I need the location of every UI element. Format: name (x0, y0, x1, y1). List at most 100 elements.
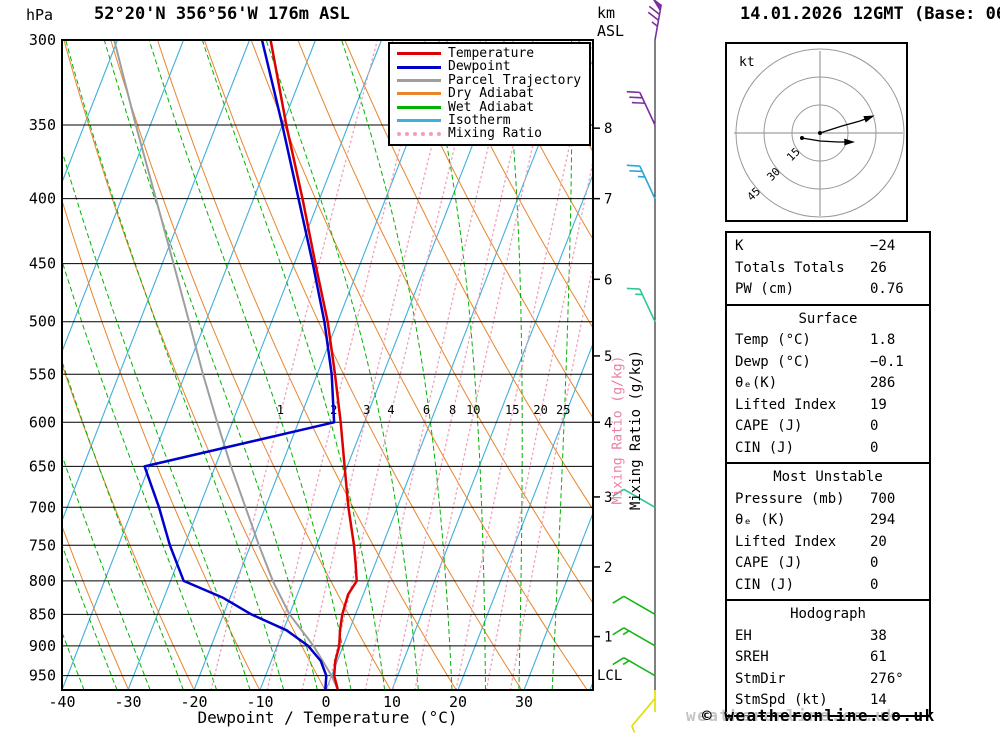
mixing-ratio-value-label: 3 (363, 403, 370, 417)
hodograph-arrowhead (863, 115, 875, 123)
table-row-value: 14 (870, 692, 887, 708)
station-title: 52°20'N 356°56'W 176m ASL (94, 4, 350, 24)
mixing-ratio-line (327, 40, 482, 690)
table-section: Hodograph EH 38 SREH 61 StmDir 276° StmSpd (kt)… (727, 599, 929, 715)
wind-barb (612, 488, 656, 508)
table-row-label: CAPE (J) (735, 555, 803, 571)
legend-swatch-temperature (397, 52, 441, 56)
table-row-value: 0 (870, 418, 879, 434)
dry-adiabat-line (203, 40, 523, 690)
wet-adiabat-line (503, 40, 523, 690)
wind-barb (647, 0, 663, 41)
table-row-label: StmSpd (kt) (735, 692, 828, 708)
wind-barb (631, 697, 656, 733)
parcel-trajectory-line (113, 40, 339, 690)
wind-barb-column (612, 0, 663, 733)
indices-table: K −24 Totals Totals 26 PW (cm) 0.76 Surface Tem… (725, 231, 931, 717)
mixing-ratio-line (364, 40, 515, 690)
wet-adiabat-line (148, 40, 352, 690)
isotherm-line (391, 173, 593, 690)
temp-tick-label: -20 (180, 693, 207, 711)
legend-swatch-isotherm (397, 119, 441, 123)
pressure-tick-label: 950 (29, 667, 56, 685)
table-row-label: PW (cm) (735, 281, 795, 297)
hodograph-ring-label: 45 (745, 185, 764, 204)
pressure-tick-label: 900 (29, 637, 56, 655)
wet-adiabat-line (62, 259, 218, 690)
table-row-value: 0.76 (870, 281, 904, 297)
pressure-tick-label: 650 (29, 457, 56, 475)
temp-tick-label: 0 (321, 693, 330, 711)
legend-item: Isotherm (397, 114, 585, 127)
table-row-label: Pressure (mb) (735, 490, 845, 507)
wet-adiabat-line (265, 40, 419, 690)
table-section-header: Surface (798, 310, 858, 327)
hodograph-unit-label: kt (739, 55, 755, 70)
wind-barb (612, 627, 656, 647)
wind-barb (626, 287, 656, 323)
pressure-tick-label: 700 (29, 498, 56, 516)
table-row-value: 1.8 (870, 332, 896, 348)
legend-item: Parcel Trajectory (397, 73, 585, 87)
table-section-header: Hodograph (790, 606, 866, 622)
wind-barb (612, 595, 656, 616)
dry-adiabat-line (157, 40, 457, 690)
hodograph-dot (818, 131, 822, 135)
mixing-ratio-value-label: 15 (505, 403, 519, 417)
table-section-header: Most Unstable (773, 469, 883, 485)
legend-item: Wet Adiabat (397, 100, 585, 114)
dewpoint-line (143, 40, 336, 690)
wet-adiabat-line (341, 40, 453, 690)
mixing-ratio-value-label: 1 (277, 403, 284, 417)
hodograph-ring (763, 76, 877, 190)
hodograph-ring-label: 15 (784, 145, 803, 164)
mixing-ratio-axis-label-pink: Mixing Ratio (g/kg) (610, 355, 626, 505)
dry-adiabat-line (297, 40, 593, 605)
wet-adiabat-line (62, 149, 251, 690)
table-row-value: 38 (870, 627, 887, 644)
plot-border (61, 39, 594, 691)
dry-adiabat-line (110, 40, 392, 690)
isotherm-line (62, 40, 185, 354)
temp-tick-label: 10 (383, 693, 401, 711)
temp-tick-label: -30 (114, 693, 141, 711)
mixing-ratio-value-label: 25 (556, 403, 570, 417)
table-row-label: SREH (735, 649, 769, 665)
wet-adiabat-line (62, 453, 151, 690)
legend-label: Dry Adiabat (448, 86, 535, 102)
legend-swatch-parcel-trajectory (397, 78, 441, 82)
copyright-text: © weatheronline.co.uk (702, 706, 936, 725)
table-row: θₑ (K) 294 (727, 510, 929, 532)
km-tick-label: 1 (604, 630, 612, 646)
legend-item: Dry Adiabat (397, 86, 585, 102)
table-row-value: 0 (870, 576, 879, 593)
table-row-label: Lifted Index (735, 396, 837, 413)
watermark-text: weatheronline.co.uk (686, 706, 898, 725)
mixing-ratio-value-label: 8 (449, 403, 456, 417)
table-row-label: Dewp (°C) (735, 353, 811, 370)
pressure-tick-label: 400 (29, 190, 56, 208)
dry-adiabat-line (62, 524, 130, 690)
dry-adiabat-line (62, 198, 261, 690)
temp-tick-label: 30 (515, 693, 533, 711)
temp-tick-label: -10 (246, 693, 273, 711)
table-row: K −24 (727, 236, 929, 258)
table-row-label: StmDir (735, 670, 786, 687)
km-tick-label: 5 (604, 349, 612, 365)
lcl-label: LCL (597, 668, 623, 684)
wet-adiabat-line (62, 360, 184, 690)
chart-legend: Temperature Dewpoint Parcel Trajectory Dry … (388, 42, 591, 146)
table-row-value: 276° (870, 670, 904, 687)
table-row-value: −0.1 (870, 353, 904, 370)
temp-tick-label: -40 (48, 693, 75, 711)
mixing-ratio-value-label: 10 (466, 403, 480, 417)
dry-adiabat-line (344, 40, 593, 511)
mixing-ratio-line (301, 40, 459, 690)
pressure-tick-label: 600 (29, 413, 56, 431)
isotherm-line (325, 40, 581, 690)
km-tick-label: 6 (604, 272, 612, 288)
wet-adiabat-line (65, 40, 285, 690)
wet-adiabat-line (62, 543, 118, 690)
pressure-unit-label: hPa (26, 6, 54, 24)
